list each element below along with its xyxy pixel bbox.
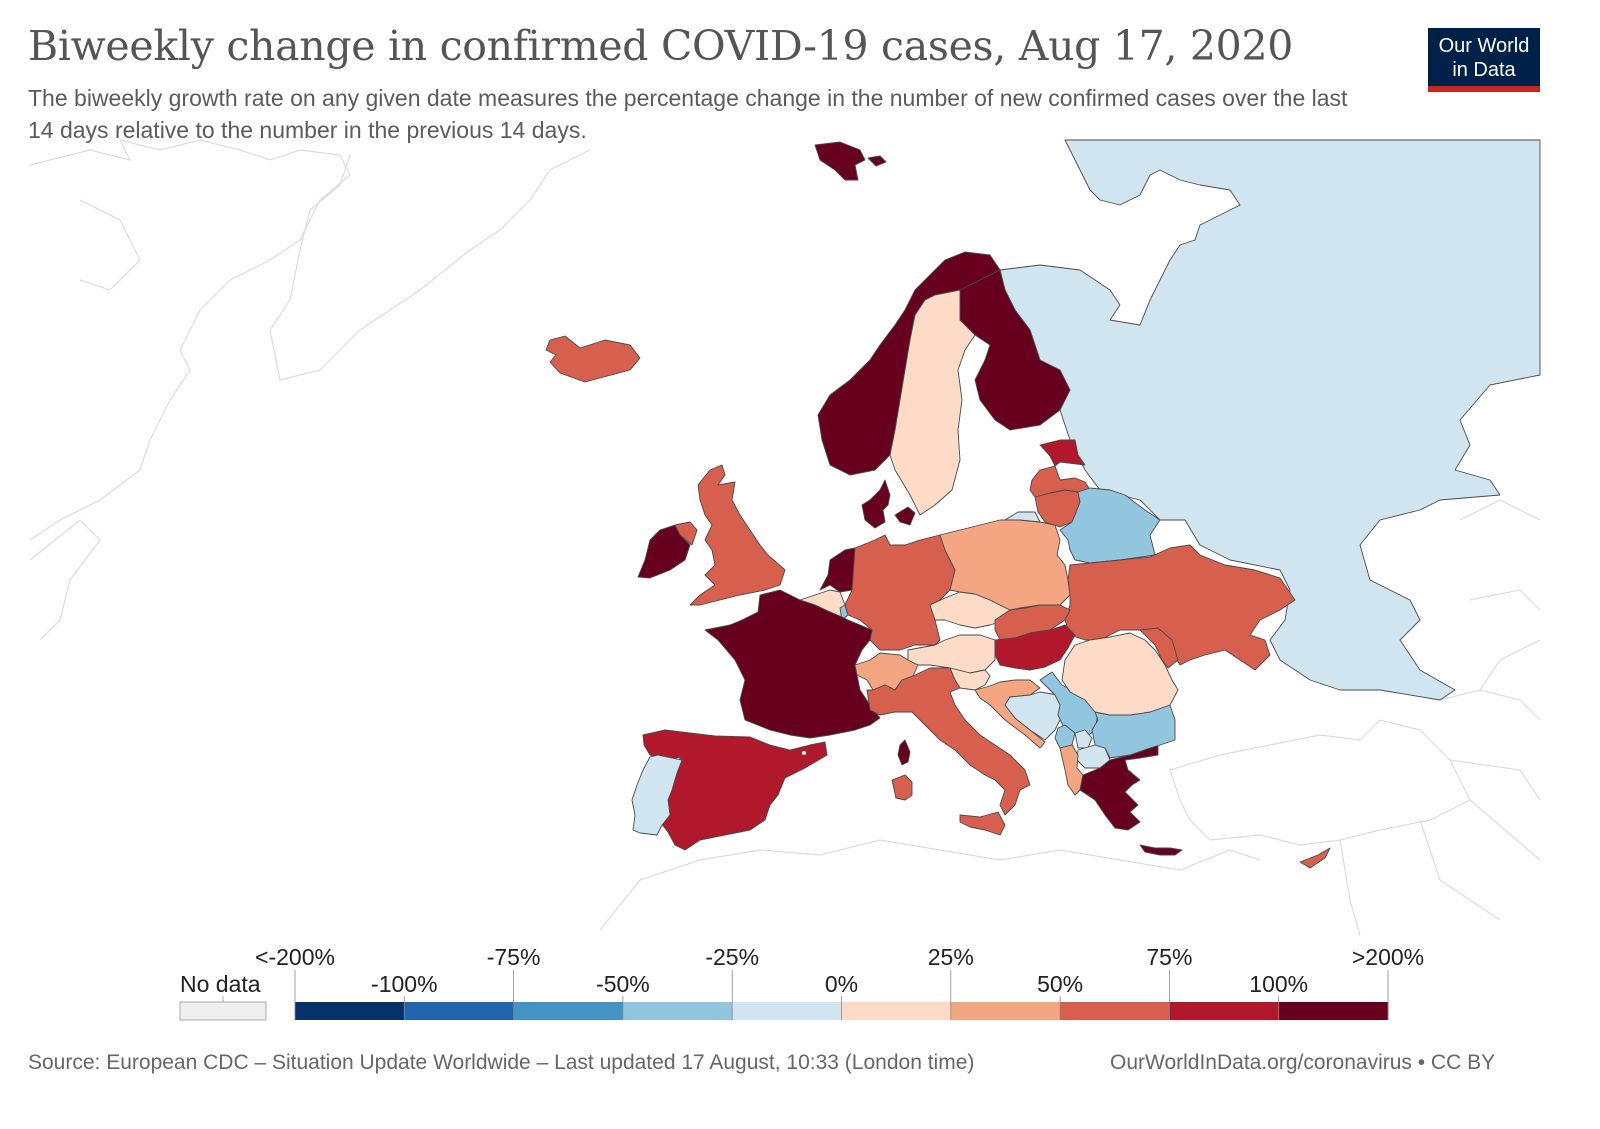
legend-no-data-label: No data [180, 971, 261, 997]
country-cyprus[interactable] [1299, 847, 1331, 869]
source-text: Source: European CDC – Situation Update … [28, 1051, 975, 1074]
country-kosovo[interactable] [1074, 729, 1093, 749]
country-corsica[interactable] [897, 739, 911, 766]
countries [545, 139, 1541, 869]
middle-east-outline [1339, 759, 1541, 935]
country-estonia[interactable] [1039, 439, 1086, 467]
legend-ticks [294, 970, 1389, 1020]
legend-no-data-swatch [179, 1001, 267, 1021]
country-iceland[interactable] [545, 335, 641, 383]
country-andorra[interactable] [801, 750, 807, 756]
country-svalbard[interactable] [814, 141, 866, 181]
country-northern-ireland[interactable] [674, 521, 698, 546]
legend-upper-label: 75% [1146, 944, 1192, 970]
legend-lower-label: 100% [1249, 971, 1308, 997]
country-romania[interactable] [1061, 632, 1179, 716]
country-finland[interactable] [959, 269, 1071, 431]
caucasus-outline [1439, 639, 1541, 721]
legend-bin-3[interactable] [622, 1002, 733, 1020]
legend-bin-7[interactable] [1060, 1002, 1170, 1020]
legend-bin-8[interactable] [1169, 1002, 1280, 1020]
no-data-outlines [29, 139, 1541, 935]
europe-map [29, 139, 1541, 935]
country-united-kingdom[interactable] [689, 464, 786, 606]
country-crete[interactable] [1139, 844, 1183, 856]
legend-lower-label: 0% [825, 971, 858, 997]
country-portugal[interactable] [631, 754, 683, 836]
legend-upper-label: -25% [705, 944, 759, 970]
legend-bin-1[interactable] [404, 1002, 515, 1020]
country-netherlands[interactable] [819, 547, 856, 593]
legend-bin-2[interactable] [513, 1002, 624, 1020]
legend-labels: <-200% -100% -75% -50% -25% 0% 25% 50% 75% 100% >2… [255, 944, 1424, 997]
country-denmark-zealand[interactable] [894, 506, 916, 526]
greenland-outline [29, 139, 351, 541]
canada-outline [29, 519, 101, 641]
baffin-outline [79, 199, 141, 291]
logo-line-1: Our World [1438, 35, 1530, 57]
footer: Source: European CDC – Situation Update … [28, 1051, 1495, 1075]
country-sweden[interactable] [889, 289, 976, 516]
country-ireland[interactable] [637, 524, 691, 579]
country-kaliningrad[interactable] [1004, 511, 1041, 523]
country-svalbard-east[interactable] [867, 155, 887, 167]
legend-lower-label: -100% [371, 971, 437, 997]
country-france[interactable] [704, 589, 881, 739]
legend-lower-label: -50% [596, 971, 650, 997]
owid-link[interactable]: OurWorldInData.org/coronavirus • CC BY [1110, 1051, 1496, 1074]
turkey-outline [1169, 719, 1471, 846]
legend-no-data: No data [179, 971, 267, 1021]
legend-bin-0[interactable] [295, 1002, 405, 1020]
legend-upper-label: >200% [1352, 944, 1424, 970]
north-africa-outline [599, 839, 1261, 931]
country-sicily[interactable] [959, 811, 1006, 836]
legend-bin-4[interactable] [732, 1002, 842, 1020]
legend-upper-label: -75% [487, 944, 541, 970]
country-denmark[interactable] [861, 479, 891, 529]
country-hungary[interactable] [994, 624, 1076, 671]
country-moldova[interactable] [1139, 627, 1179, 669]
country-russia[interactable] [999, 139, 1541, 701]
legend-bin-5[interactable] [841, 1002, 952, 1020]
country-ukraine[interactable] [1064, 544, 1296, 671]
legend: No data <-200% -100% -75% -50% -25% 0% 25% 50% 7… [179, 944, 1424, 1021]
country-serbia[interactable] [1039, 671, 1099, 739]
legend-upper-label: <-200% [255, 944, 335, 970]
legend-lower-label: 50% [1037, 971, 1083, 997]
country-bosnia[interactable] [1004, 691, 1063, 741]
legend-bin-9[interactable] [1278, 1002, 1389, 1020]
country-austria[interactable] [907, 634, 996, 674]
kazakhstan-outline [1459, 499, 1541, 611]
greenland-east-outline [269, 149, 591, 381]
country-sardinia[interactable] [891, 774, 913, 801]
legend-bin-6[interactable] [950, 1002, 1061, 1020]
owid-logo[interactable]: Our World in Data [1428, 28, 1540, 92]
logo-line-2: in Data [1452, 59, 1516, 81]
country-italy[interactable] [866, 667, 1031, 816]
legend-color-bins [295, 1002, 1389, 1020]
chart-subtitle: The biweekly growth rate on any given da… [28, 85, 1348, 143]
chart-title: Biweekly change in confirmed COVID-19 ca… [28, 22, 1294, 70]
legend-upper-label: 25% [928, 944, 974, 970]
